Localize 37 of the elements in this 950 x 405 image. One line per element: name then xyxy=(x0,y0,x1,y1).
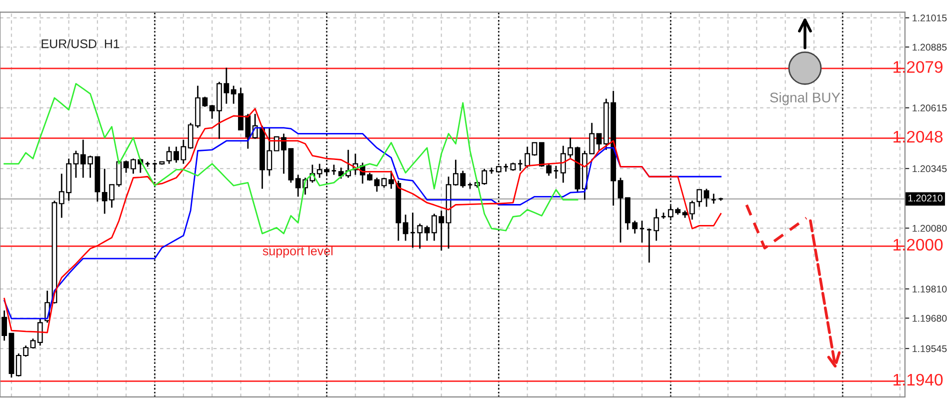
ref-line-label: 1.2048 xyxy=(894,130,943,143)
text: EUR/USD H1 xyxy=(42,39,120,48)
annotation: Signal BUY xyxy=(770,92,840,106)
candlestick xyxy=(524,146,530,168)
candlestick xyxy=(417,222,423,250)
candlestick xyxy=(37,318,43,346)
y-tick-label: 1.21015 xyxy=(912,14,947,22)
candlestick xyxy=(696,188,702,208)
y-tick-label: 1.19680 xyxy=(912,314,947,322)
candlestick xyxy=(704,188,710,208)
y-tick-label: 1.19545 xyxy=(912,345,947,352)
candlestick xyxy=(2,310,8,342)
candlestick xyxy=(517,159,524,172)
line-series xyxy=(4,83,578,234)
y-tick-label: 1.19810 xyxy=(912,286,947,293)
candlestick xyxy=(532,142,538,156)
y-tick-label: 1.20080 xyxy=(912,224,947,232)
annotation: support level xyxy=(262,246,332,258)
ref-line-label: 1.20210 xyxy=(908,194,942,202)
candlestick xyxy=(410,212,416,248)
candlestick xyxy=(402,214,408,242)
ref-line-label: 1.2079 xyxy=(894,61,942,73)
candlestick xyxy=(654,208,660,242)
candlestick xyxy=(331,164,337,176)
ref-line-label: 1.1940 xyxy=(894,374,943,386)
candlestick xyxy=(30,338,36,350)
candlestick xyxy=(646,228,652,264)
y-tick-label: 1.20885 xyxy=(912,44,947,51)
candlestick xyxy=(710,193,717,204)
candlestick xyxy=(689,200,695,220)
candlestick xyxy=(639,220,645,244)
ref-line-label: 1.2000 xyxy=(894,238,943,251)
candlestick xyxy=(553,165,559,180)
y-tick-label: 1.20615 xyxy=(912,104,947,112)
y-tick-label: 1.20345 xyxy=(912,165,947,172)
candlestick xyxy=(618,177,624,244)
candlestick xyxy=(596,132,602,152)
